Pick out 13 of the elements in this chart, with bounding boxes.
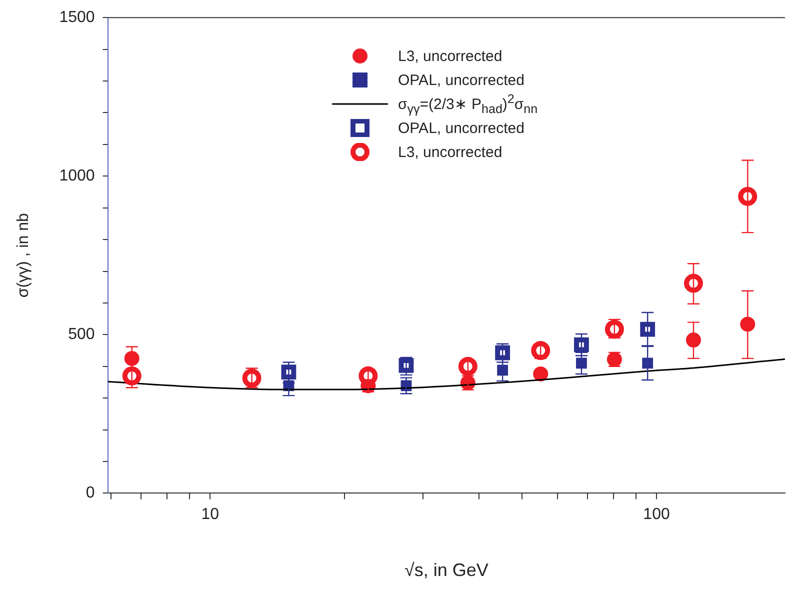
y-axis-title: σ(γγ) , in nb xyxy=(15,213,32,298)
x-tick-label: 100 xyxy=(643,506,670,524)
legend-label: L3, uncorrected xyxy=(398,48,502,64)
legend-label: σ$_{γγ}$=(2/3∗ P$_{had}$)$^{2}$σ$_{nn}$ xyxy=(398,92,538,116)
y-tick-label: 0 xyxy=(86,484,95,502)
y-tick-label: 500 xyxy=(68,326,95,344)
x-tick-label: 10 xyxy=(201,506,220,524)
y-tick-label: 1500 xyxy=(59,9,95,26)
legend-label: OPAL, uncorrected xyxy=(398,120,524,136)
legend-label: OPAL, uncorrected xyxy=(398,72,524,88)
legend-label: L3, uncorrected xyxy=(398,144,502,160)
x-axis-title: √s, in GeV xyxy=(404,560,488,580)
y-tick-label: 1000 xyxy=(59,168,95,185)
